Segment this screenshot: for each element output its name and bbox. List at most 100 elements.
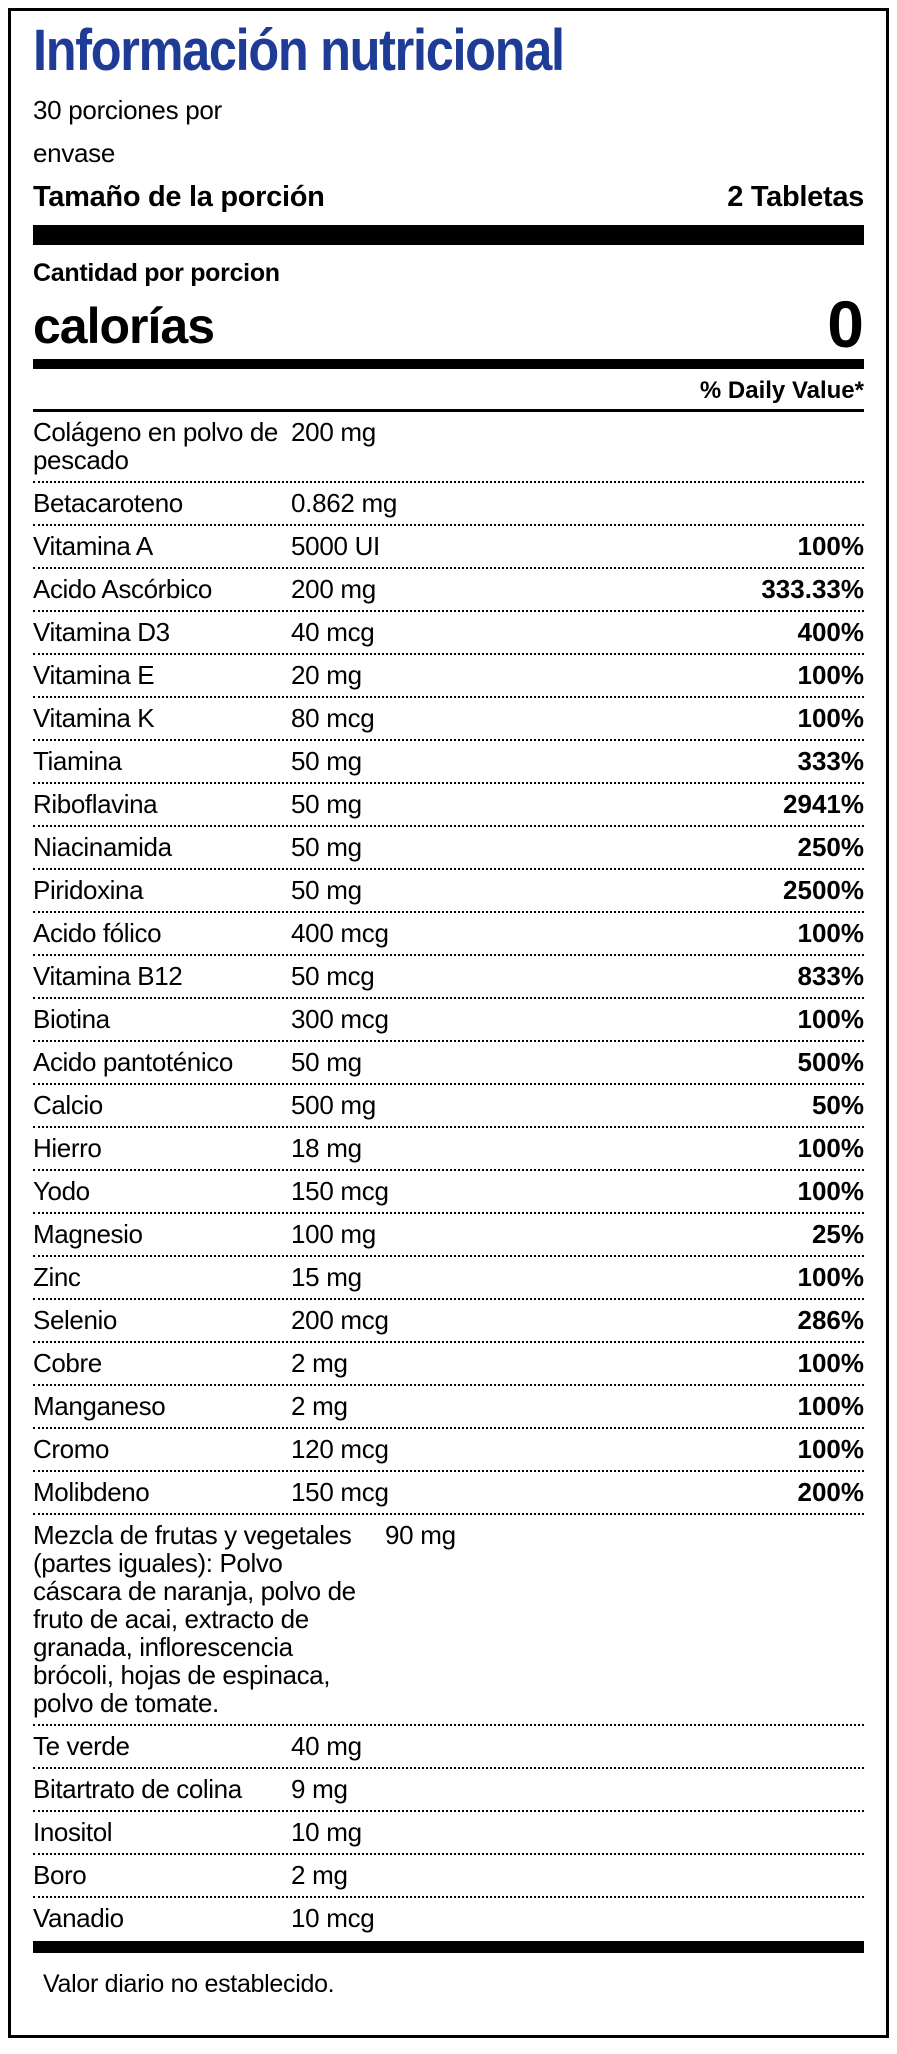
- nutrient-row: Te verde 40 mg: [33, 1726, 864, 1769]
- nutrient-row: Niacinamida 50 mg 250%: [33, 827, 864, 870]
- nutrient-row: Hierro 18 mg 100%: [33, 1128, 864, 1171]
- nutrient-row: Selenio 200 mcg 286%: [33, 1300, 864, 1343]
- nutrient-amount: 500 mg: [291, 1090, 376, 1120]
- nutrient-amount: 9 mg: [291, 1774, 348, 1804]
- nutrient-row: Betacaroteno 0.862 mg: [33, 483, 864, 526]
- nutrient-row: Vitamina D3 40 mcg 400%: [33, 612, 864, 655]
- nutrient-row: Biotina 300 mcg 100%: [33, 999, 864, 1042]
- nutrient-amount: 5000 UI: [291, 531, 380, 561]
- amount-per-serving-label: Cantidad por porcion: [33, 259, 280, 287]
- nutrient-name: Piridoxina: [33, 875, 144, 905]
- nutrient-name: Acido pantoténico: [33, 1047, 233, 1077]
- nutrient-row: Vitamina K 80 mcg 100%: [33, 698, 864, 741]
- nutrient-daily-value: 100%: [797, 1348, 865, 1378]
- nutrient-row: Zinc 15 mg 100%: [33, 1257, 864, 1300]
- nutrient-row: Calcio 500 mg 50%: [33, 1085, 864, 1128]
- nutrient-row: Vitamina E 20 mg 100%: [33, 655, 864, 698]
- nutrient-amount: 80 mcg: [291, 703, 375, 733]
- nutrient-daily-value: 100%: [797, 703, 865, 733]
- daily-value-header: % Daily Value*: [699, 377, 864, 404]
- nutrient-amount: 50 mg: [291, 746, 362, 776]
- nutrient-amount: 18 mg: [291, 1133, 362, 1163]
- nutrient-amount: 15 mg: [291, 1262, 362, 1292]
- nutrient-name: Betacaroteno: [33, 488, 183, 518]
- nutrient-daily-value: 100%: [797, 1262, 865, 1292]
- nutrient-name: Bitartrato de colina: [33, 1774, 242, 1804]
- calories-label: calorías: [33, 298, 215, 354]
- nutrient-table: Colágeno en polvo de pescado 200 mg Betaca…: [33, 409, 864, 1939]
- nutrient-amount: 90 mg: [385, 1520, 456, 1550]
- nutrient-daily-value: 100%: [797, 918, 865, 948]
- nutrient-daily-value: 100%: [797, 531, 865, 561]
- nutrient-name: Niacinamida: [33, 832, 172, 862]
- calories-value: 0: [827, 287, 864, 361]
- nutrient-row: Bitartrato de colina 9 mg: [33, 1769, 864, 1812]
- nutrient-row: Yodo 150 mcg 100%: [33, 1171, 864, 1214]
- nutrient-name: Molibdeno: [33, 1477, 150, 1507]
- divider-bottom: [33, 1941, 864, 1953]
- nutrient-amount: 100 mg: [291, 1219, 376, 1249]
- nutrient-row: Magnesio 100 mg 25%: [33, 1214, 864, 1257]
- nutrient-name: Acido Ascórbico: [33, 574, 212, 604]
- nutrient-amount: 10 mg: [291, 1817, 362, 1847]
- nutrient-name: Colágeno en polvo de pescado: [33, 417, 278, 475]
- nutrient-name: Inositol: [33, 1817, 113, 1847]
- nutrient-daily-value: 333%: [797, 746, 865, 776]
- serving-size-row: Tamaño de la porción 2 Tabletas: [33, 175, 864, 219]
- nutrient-name: Riboflavina: [33, 789, 158, 819]
- nutrient-row: Manganeso 2 mg 100%: [33, 1386, 864, 1429]
- nutrient-row: Riboflavina 50 mg 2941%: [33, 784, 864, 827]
- nutrient-row: Cobre 2 mg 100%: [33, 1343, 864, 1386]
- nutrient-daily-value: 25%: [811, 1219, 864, 1249]
- nutrient-name: Te verde: [33, 1731, 130, 1761]
- nutrient-name: Zinc: [33, 1262, 81, 1292]
- nutrient-daily-value: 500%: [797, 1047, 865, 1077]
- nutrient-row: Vitamina B12 50 mcg 833%: [33, 956, 864, 999]
- serving-size-label: Tamaño de la porción: [33, 181, 325, 213]
- nutrient-daily-value: 2941%: [783, 789, 864, 819]
- nutrient-amount: 200 mg: [291, 574, 376, 604]
- nutrient-amount: 50 mcg: [291, 961, 375, 991]
- nutrient-daily-value: 2500%: [783, 875, 864, 905]
- nutrient-name: Selenio: [33, 1305, 117, 1335]
- nutrient-name: Mezcla de frutas y vegetales (partes igu…: [33, 1520, 356, 1718]
- nutrient-row: Boro 2 mg: [33, 1855, 864, 1898]
- nutrient-amount: 20 mg: [291, 660, 362, 690]
- nutrient-name: Tiamina: [33, 746, 122, 776]
- nutrient-amount: 150 mcg: [291, 1477, 389, 1507]
- nutrient-amount: 40 mcg: [291, 617, 375, 647]
- nutrition-label: Información nutricional 30 porciones por…: [8, 8, 889, 2038]
- nutrient-row: Vanadio 10 mcg: [33, 1898, 864, 1939]
- nutrient-name: Boro: [33, 1860, 87, 1890]
- nutrient-row: Acido pantoténico 50 mg 500%: [33, 1042, 864, 1085]
- nutrient-daily-value: 100%: [797, 1434, 865, 1464]
- nutrient-amount: 2 mg: [291, 1391, 348, 1421]
- nutrient-row: Mezcla de frutas y vegetales (partes igu…: [33, 1515, 864, 1726]
- nutrient-amount: 0.862 mg: [291, 488, 398, 518]
- nutrient-daily-value: 286%: [797, 1305, 865, 1335]
- nutrient-row: Cromo 120 mcg 100%: [33, 1429, 864, 1472]
- nutrient-name: Acido fólico: [33, 918, 162, 948]
- nutrient-amount: 40 mg: [291, 1731, 362, 1761]
- nutrient-row: Vitamina A 5000 UI 100%: [33, 526, 864, 569]
- divider-thick: [33, 225, 864, 245]
- nutrient-amount: 200 mg: [291, 417, 376, 447]
- divider-medium: [33, 359, 864, 369]
- serving-size-value: 2 Tabletas: [727, 181, 864, 213]
- nutrient-daily-value: 100%: [797, 1176, 865, 1206]
- nutrient-daily-value: 100%: [797, 1391, 865, 1421]
- footnote: Valor diario no establecido.: [43, 1970, 335, 1998]
- nutrient-daily-value: 100%: [797, 660, 865, 690]
- nutrient-row: Acido Ascórbico 200 mg 333.33%: [33, 569, 864, 612]
- nutrient-amount: 400 mcg: [291, 918, 389, 948]
- calories-row: calorías 0: [33, 287, 864, 361]
- nutrient-amount: 200 mcg: [291, 1305, 389, 1335]
- nutrient-name: Cromo: [33, 1434, 110, 1464]
- nutrient-daily-value: 200%: [797, 1477, 865, 1507]
- nutrient-daily-value: 100%: [797, 1004, 865, 1034]
- nutrient-daily-value: 333.33%: [761, 574, 864, 604]
- label-title: Información nutricional: [33, 18, 565, 83]
- nutrient-amount: 120 mcg: [291, 1434, 389, 1464]
- nutrient-amount: 2 mg: [291, 1860, 348, 1890]
- nutrient-amount: 150 mcg: [291, 1176, 389, 1206]
